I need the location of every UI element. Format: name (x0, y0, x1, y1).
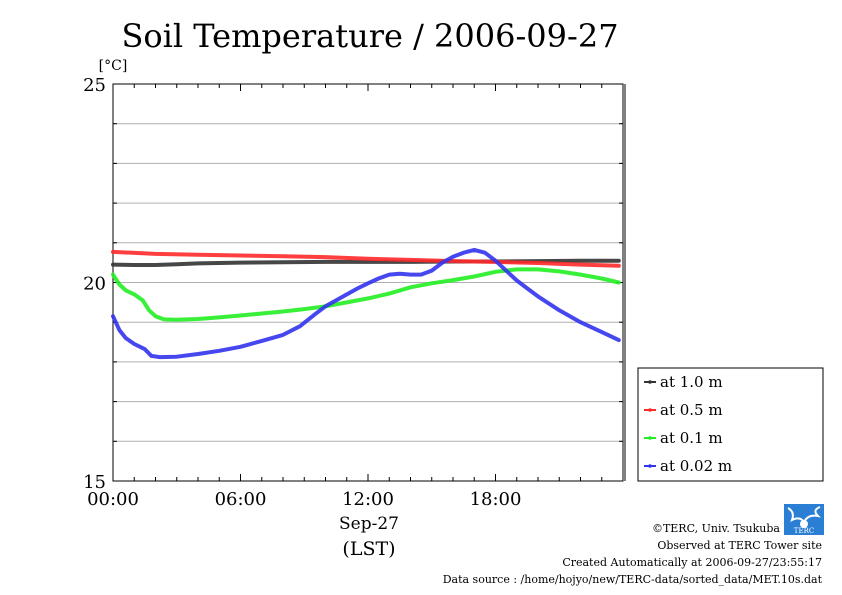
legend: at 1.0 m at 0.5 m at 0.1 m at 0.02 m (637, 367, 824, 482)
observed-text: Observed at TERC Tower site (657, 539, 822, 552)
series-line-3 (111, 267, 621, 322)
legend-label: at 0.1 m (660, 429, 723, 447)
legend-marker (648, 408, 652, 412)
y-tick-label: 25 (83, 75, 106, 96)
copyright-text: ©TERC, Univ. Tsukuba (652, 522, 780, 535)
series-line-4 (111, 247, 621, 360)
x-tick-label: 00:00 (87, 489, 139, 510)
legend-label: at 0.02 m (660, 457, 732, 475)
legend-label: at 0.5 m (660, 401, 723, 419)
chart-title: Soil Temperature / 2006-09-27 (121, 17, 618, 55)
x-tick-label: 18:00 (470, 489, 522, 510)
x-ticks: 00:00 06:00 12:00 18:00 (87, 84, 624, 510)
series-line-2 (111, 249, 621, 268)
legend-box (637, 367, 824, 482)
logo-text: TERC (794, 527, 814, 535)
y-axis-label: [°C] (99, 58, 128, 74)
source-text: Data source : /home/hojyo/new/TERC-data/… (443, 573, 823, 586)
x-tick-label: 12:00 (342, 489, 394, 510)
y-tick-label: 20 (83, 274, 106, 295)
y-ticks: 25 20 15 (83, 75, 623, 493)
legend-label: at 1.0 m (660, 373, 723, 391)
legend-marker (648, 380, 652, 384)
terc-logo: TERC (784, 504, 824, 535)
x-tick-label: 06:00 (215, 489, 267, 510)
x-axis-label: (LST) (342, 538, 395, 560)
series-group (111, 247, 621, 360)
y-tick-label: 15 (83, 472, 106, 493)
legend-marker (648, 464, 652, 468)
x-date-label: Sep-27 (339, 514, 399, 534)
created-text: Created Automatically at 2006-09-27/23:5… (562, 556, 822, 569)
footer: ©TERC, Univ. Tsukuba Observed at TERC To… (443, 522, 823, 586)
legend-marker (648, 436, 652, 440)
